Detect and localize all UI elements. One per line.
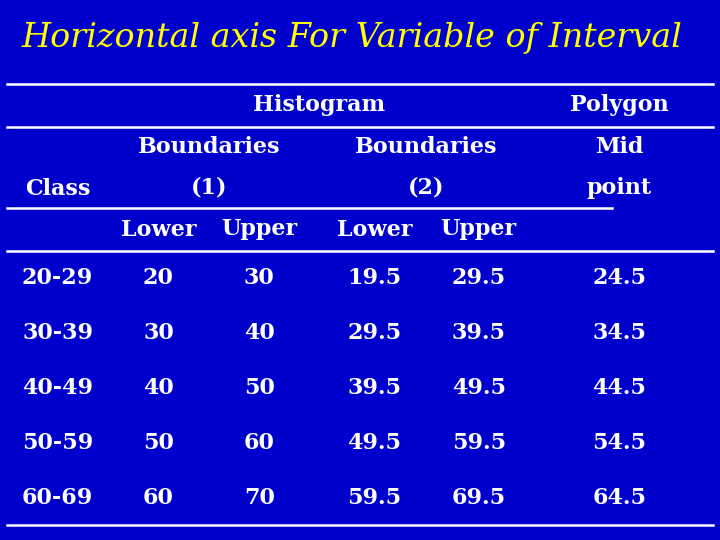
Text: 44.5: 44.5 xyxy=(593,377,646,399)
Text: Boundaries: Boundaries xyxy=(138,136,280,158)
Text: 59.5: 59.5 xyxy=(451,432,506,454)
Text: 54.5: 54.5 xyxy=(593,432,647,454)
Text: 40: 40 xyxy=(143,377,174,399)
Text: Polygon: Polygon xyxy=(570,94,669,116)
Text: 29.5: 29.5 xyxy=(347,322,402,344)
Text: (1): (1) xyxy=(191,177,227,199)
Text: 60: 60 xyxy=(143,487,174,509)
Text: Lower: Lower xyxy=(337,219,412,240)
Text: Upper: Upper xyxy=(221,219,297,240)
Text: 40-49: 40-49 xyxy=(22,377,93,399)
Text: 69.5: 69.5 xyxy=(451,487,506,509)
Text: 50: 50 xyxy=(244,377,274,399)
Text: 50-59: 50-59 xyxy=(22,432,93,454)
Text: (2): (2) xyxy=(408,177,445,199)
Text: 50: 50 xyxy=(143,432,174,454)
Text: 60: 60 xyxy=(244,432,274,454)
Text: 59.5: 59.5 xyxy=(347,487,402,509)
Text: 30: 30 xyxy=(244,267,274,289)
Text: 30-39: 30-39 xyxy=(22,322,93,344)
Text: 20-29: 20-29 xyxy=(22,267,93,289)
Text: Upper: Upper xyxy=(441,219,517,240)
Text: 49.5: 49.5 xyxy=(348,432,402,454)
Text: Horizontal axis For Variable of Interval: Horizontal axis For Variable of Interval xyxy=(22,22,683,53)
Text: 20: 20 xyxy=(143,267,174,289)
Text: Histogram: Histogram xyxy=(253,94,384,116)
Text: 24.5: 24.5 xyxy=(593,267,647,289)
Text: Class: Class xyxy=(25,178,90,200)
Text: point: point xyxy=(587,177,652,199)
Text: Lower: Lower xyxy=(121,219,196,240)
Text: 29.5: 29.5 xyxy=(451,267,506,289)
Text: 64.5: 64.5 xyxy=(593,487,647,509)
Text: Boundaries: Boundaries xyxy=(356,136,498,158)
Text: 39.5: 39.5 xyxy=(452,322,505,344)
Text: Mid: Mid xyxy=(595,136,644,158)
Text: 70: 70 xyxy=(244,487,274,509)
Text: 49.5: 49.5 xyxy=(452,377,505,399)
Text: 30: 30 xyxy=(143,322,174,344)
Text: 60-69: 60-69 xyxy=(22,487,93,509)
Text: 40: 40 xyxy=(244,322,274,344)
Text: 39.5: 39.5 xyxy=(348,377,402,399)
Text: 34.5: 34.5 xyxy=(593,322,646,344)
Text: 19.5: 19.5 xyxy=(347,267,402,289)
